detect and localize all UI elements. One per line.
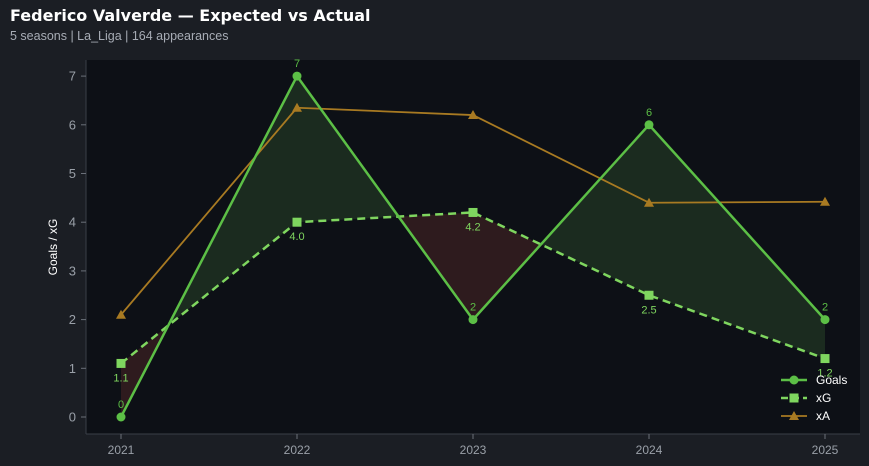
goals-data-label: 0 bbox=[118, 399, 124, 411]
legend-xg-label: xG bbox=[816, 391, 831, 405]
y-tick-label: 5 bbox=[69, 166, 76, 181]
chart-header: Federico Valverde — Expected vs Actual 5… bbox=[10, 6, 371, 43]
xa-point bbox=[116, 309, 126, 319]
y-tick-label: 3 bbox=[69, 263, 76, 278]
goals-point bbox=[644, 120, 654, 130]
xa-point bbox=[468, 110, 478, 120]
overperformance-area bbox=[649, 124, 825, 359]
y-axis-label: Goals / xG bbox=[46, 219, 60, 276]
xg-point bbox=[292, 217, 302, 227]
x-tick-label: 2023 bbox=[460, 443, 487, 457]
xg-data-label: 4.2 bbox=[465, 221, 480, 233]
legend-xa-marker bbox=[789, 411, 799, 420]
x-tick-label: 2024 bbox=[636, 443, 663, 457]
x-tick-label: 2022 bbox=[284, 443, 311, 457]
y-tick-label: 0 bbox=[69, 410, 76, 425]
xg-data-label: 4.0 bbox=[289, 231, 304, 243]
x-tick-label: 2025 bbox=[812, 443, 839, 457]
goals-data-label: 2 bbox=[470, 302, 476, 314]
goals-point bbox=[292, 71, 302, 81]
xg-line bbox=[120, 211, 826, 365]
difference-fills bbox=[121, 76, 825, 417]
chart-subtitle: 5 seasons | La_Liga | 164 appearances bbox=[10, 29, 229, 43]
series-lines bbox=[116, 71, 830, 422]
legend: Goals xG xA bbox=[781, 373, 847, 423]
goals-point bbox=[116, 412, 126, 422]
goals-data-label: 6 bbox=[646, 107, 652, 119]
data-labels: 0 7 2 6 2 1.1 4.0 4.2 2.5 1.2 bbox=[113, 58, 832, 411]
underperformance-area bbox=[473, 212, 541, 320]
y-tick-label: 6 bbox=[69, 117, 76, 132]
y-tick-label: 2 bbox=[69, 312, 76, 327]
overperformance-area bbox=[540, 124, 649, 296]
y-tick-label: 4 bbox=[69, 215, 76, 230]
xg-point bbox=[116, 358, 126, 368]
chart-title: Federico Valverde — Expected vs Actual bbox=[10, 6, 371, 25]
goals-point bbox=[468, 315, 478, 325]
xg-data-label: 1.2 bbox=[817, 368, 832, 380]
goals-data-label: 2 bbox=[822, 302, 828, 314]
legend-xa-label: xA bbox=[816, 409, 830, 423]
xg-point bbox=[820, 354, 830, 364]
xg-point bbox=[468, 207, 478, 217]
xa-point bbox=[820, 196, 830, 206]
y-axis-ticks: 0 1 2 3 4 5 6 7 bbox=[69, 69, 86, 425]
y-tick-label: 7 bbox=[69, 69, 76, 84]
xa-point bbox=[292, 102, 302, 112]
xg-data-label: 2.5 bbox=[641, 304, 656, 316]
xg-point bbox=[644, 290, 654, 300]
goals-point bbox=[820, 315, 830, 325]
xg-data-label: 1.1 bbox=[113, 372, 128, 384]
legend-goals-label: Goals bbox=[816, 373, 847, 387]
legend-xg-marker bbox=[789, 393, 799, 403]
xa-point bbox=[644, 197, 654, 207]
legend-goals-marker bbox=[789, 375, 799, 385]
y-tick-label: 1 bbox=[69, 361, 76, 376]
goals-data-label: 7 bbox=[294, 58, 300, 70]
x-axis-ticks: 2021 2022 2023 2024 2025 bbox=[108, 434, 839, 457]
x-tick-label: 2021 bbox=[108, 443, 135, 457]
